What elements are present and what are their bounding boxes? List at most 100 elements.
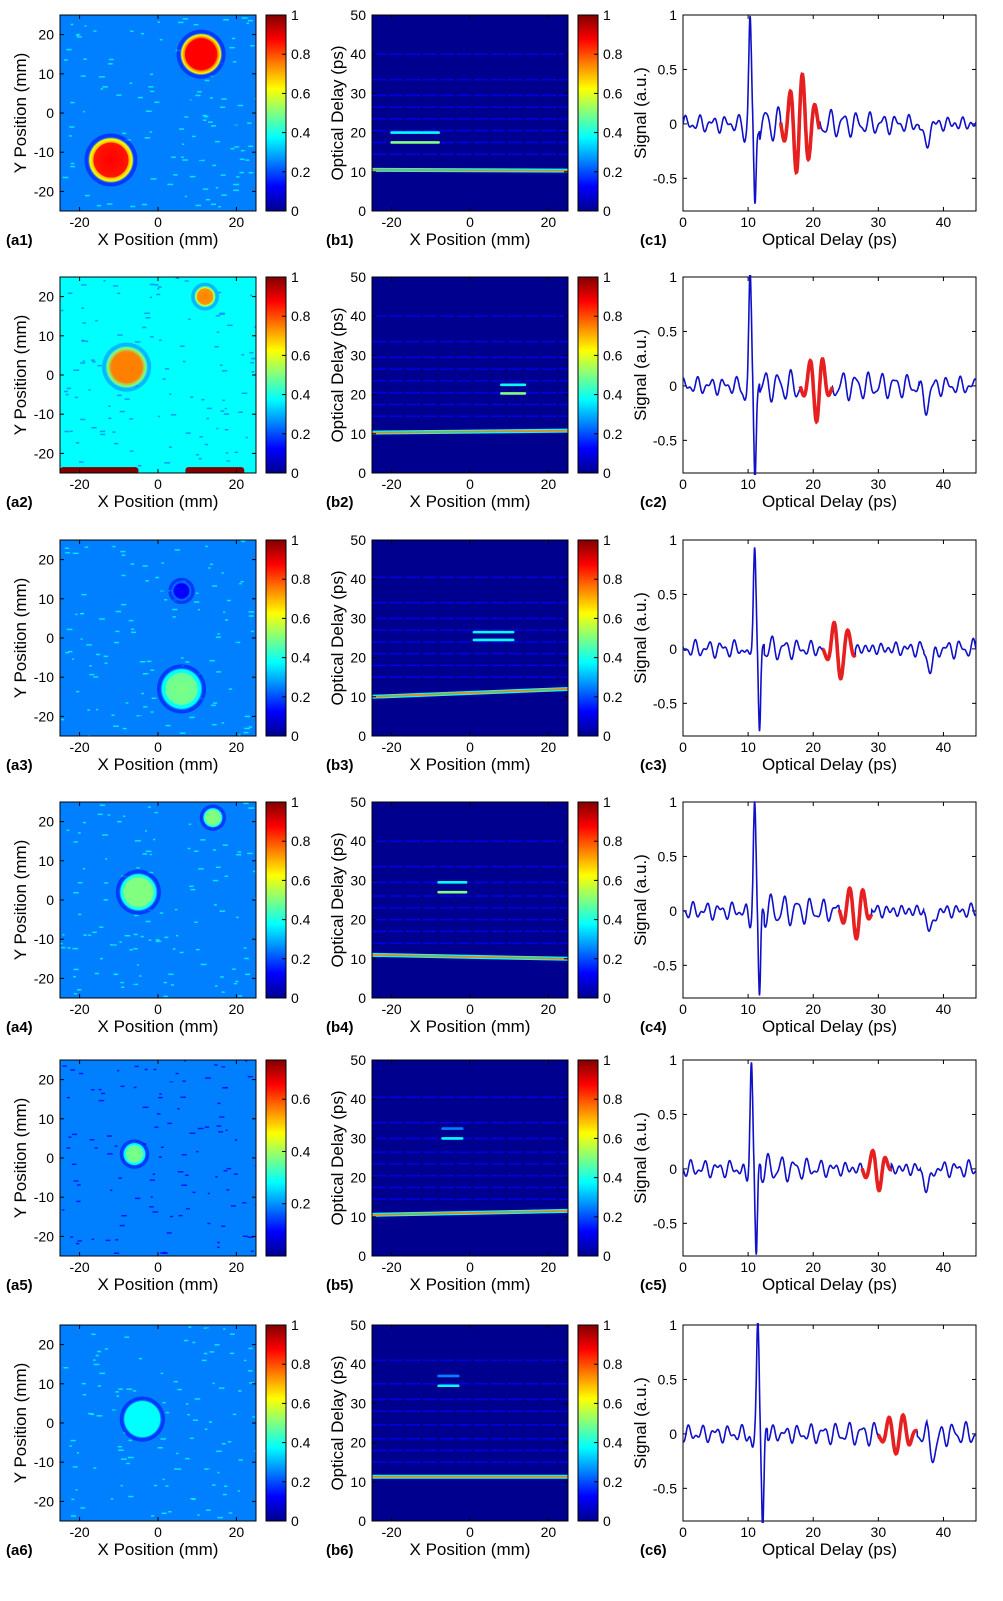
speckle [205, 198, 211, 201]
colorbar-tick-label: 0.4 [291, 1435, 311, 1451]
y-tick-label: 0 [669, 1426, 677, 1442]
speckle [117, 685, 123, 687]
speckle [93, 676, 99, 678]
colorbar-tick-label: 0.2 [603, 426, 623, 442]
speckle [150, 600, 156, 603]
speckle [205, 908, 210, 910]
speckle [157, 1447, 163, 1449]
speckle [223, 1405, 227, 1408]
speckle [121, 1214, 127, 1217]
speckle [163, 981, 168, 984]
speckle [182, 360, 186, 363]
y-tick-label: 10 [38, 66, 54, 82]
speckle [204, 79, 210, 82]
speckle [175, 953, 179, 956]
speckle [208, 124, 212, 127]
x-tick-label: 0 [154, 476, 162, 492]
speckle [220, 1453, 226, 1456]
speckle [177, 946, 181, 949]
speckle [88, 1237, 93, 1240]
speckle [80, 994, 85, 996]
colorbar-tick-label: 0.8 [603, 1356, 623, 1372]
speckle [112, 1470, 116, 1473]
speckle [243, 822, 248, 825]
speckle [136, 53, 139, 55]
speckle [76, 1200, 81, 1203]
speckle [106, 1131, 111, 1133]
speckle [248, 454, 254, 456]
speckle [246, 550, 252, 552]
speckle [100, 357, 106, 359]
speckle [226, 460, 231, 462]
speckle [221, 194, 227, 196]
speckle [164, 462, 171, 464]
speckle [113, 422, 117, 425]
x-tick-label: 0 [679, 1001, 687, 1017]
speckle [247, 26, 250, 28]
speckle [83, 54, 88, 57]
colorbar-tick-label: 0 [603, 1513, 611, 1529]
y-tick-label: 0 [358, 465, 366, 481]
speckle [236, 1406, 240, 1408]
speckle [93, 1363, 100, 1366]
speckle [116, 723, 120, 726]
x-tick-label: -20 [69, 739, 89, 755]
speckle [179, 951, 184, 954]
image-background [60, 540, 256, 736]
speckle [204, 1428, 208, 1431]
highlighted-echo [837, 885, 874, 941]
speckle [237, 88, 242, 90]
plot-frame [682, 1324, 977, 1522]
speckle [132, 823, 138, 826]
speckle [236, 814, 242, 816]
speckle [189, 1132, 196, 1134]
speckle [206, 614, 210, 616]
speckle [224, 428, 229, 431]
speckle [209, 1351, 215, 1353]
speckle [99, 804, 105, 806]
speckle [205, 1328, 210, 1330]
speckle [247, 122, 252, 124]
speckle [162, 1401, 166, 1404]
speckle [241, 734, 247, 736]
speckle [122, 727, 127, 730]
speckle [239, 171, 244, 174]
speckle [68, 1136, 72, 1138]
speckle [221, 370, 228, 372]
speckle [229, 46, 235, 49]
speckle [188, 861, 192, 864]
speckle [172, 1405, 178, 1408]
speckle [216, 936, 223, 938]
speckle [175, 826, 179, 829]
speckle [247, 19, 253, 22]
speckle [192, 1484, 198, 1487]
speckle [222, 558, 228, 560]
speckle [64, 430, 70, 433]
speckle [144, 312, 151, 315]
y-tick-label: 0 [46, 367, 54, 383]
colorbar-tick-label: 0 [603, 465, 611, 481]
y-tick-label: 30 [350, 1130, 366, 1146]
speckle [238, 25, 242, 28]
speckle [162, 1383, 168, 1385]
speckle [84, 1178, 88, 1181]
speckle [162, 1251, 167, 1254]
speckle [251, 585, 256, 588]
speckle [128, 962, 132, 964]
speckle [66, 628, 73, 631]
speckle [65, 1179, 69, 1181]
defect-core [173, 583, 190, 599]
speckle [77, 882, 83, 884]
speckle [239, 582, 242, 585]
speckle [99, 957, 103, 960]
colorbar-tick-label: 0.2 [603, 1209, 623, 1225]
speckle [126, 575, 131, 578]
speckle [107, 1153, 113, 1155]
speckle [99, 1372, 106, 1375]
y-tick-label: 0 [358, 1513, 366, 1529]
x-tick-label: 0 [154, 1524, 162, 1540]
speckle [176, 1452, 179, 1455]
speckle [160, 1146, 164, 1149]
y-tick-label: 10 [350, 164, 366, 180]
speckle [70, 1515, 77, 1517]
